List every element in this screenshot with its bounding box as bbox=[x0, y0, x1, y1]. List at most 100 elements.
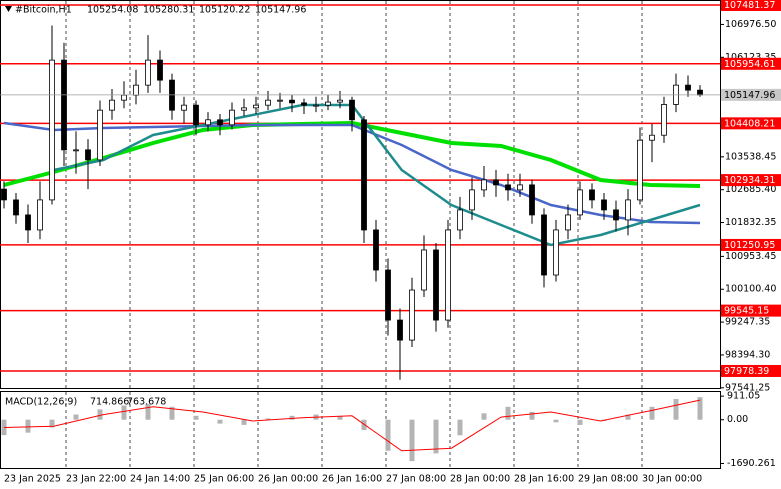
y-tick-label: 103538.45 bbox=[725, 151, 776, 162]
macd-tick-label: -1690.261 bbox=[727, 458, 776, 469]
level-box bbox=[721, 0, 781, 11]
candle-body bbox=[625, 199, 631, 221]
main-panel bbox=[0, 0, 721, 389]
macd-bar bbox=[409, 419, 415, 462]
macd-bar bbox=[25, 419, 31, 433]
level-label: 101250.95 bbox=[724, 240, 775, 251]
candle-body bbox=[85, 149, 91, 161]
macd-value: 763.678 bbox=[127, 397, 166, 408]
candle-body bbox=[613, 209, 619, 221]
macd-tick-label: 0.00 bbox=[727, 414, 748, 425]
x-tick-label: 26 Jan 16:00 bbox=[322, 474, 382, 485]
macd-bar bbox=[553, 419, 559, 423]
candle-body bbox=[145, 59, 151, 86]
candle-body bbox=[553, 229, 559, 276]
symbol-icon bbox=[5, 6, 12, 12]
y-tick-label: 98394.30 bbox=[725, 349, 770, 360]
y-tick-label: 101832.35 bbox=[725, 217, 776, 228]
x-tick-label: 28 Jan 16:00 bbox=[514, 474, 574, 485]
candle-body bbox=[397, 319, 403, 341]
candle-body bbox=[649, 134, 655, 141]
macd-tick-label: 911.05 bbox=[727, 391, 760, 402]
macd-bar bbox=[625, 414, 631, 420]
candle-body bbox=[409, 289, 415, 341]
macd-bar bbox=[217, 419, 223, 424]
x-tick-label: 26 Jan 00:00 bbox=[258, 474, 318, 485]
candle-body bbox=[601, 199, 607, 211]
candle-body bbox=[121, 94, 127, 101]
macd-bar bbox=[457, 419, 463, 436]
level-label: 104408.21 bbox=[724, 118, 775, 129]
header-value: 105254.08 bbox=[87, 5, 138, 16]
macd-panel bbox=[0, 391, 721, 469]
symbol: #Bitcoin,H1 bbox=[15, 5, 72, 16]
candle-body bbox=[97, 109, 103, 161]
candle-body bbox=[265, 99, 271, 106]
level-label: 99545.15 bbox=[724, 306, 769, 317]
macd-value: 714.866 bbox=[90, 397, 129, 408]
header-value: 105120.22 bbox=[199, 5, 250, 16]
candle-body bbox=[1, 188, 7, 201]
macd-signal bbox=[3, 399, 701, 452]
macd-bar bbox=[49, 419, 55, 428]
macd-title: MACD(12,26,9) bbox=[5, 397, 77, 408]
macd-bar bbox=[97, 409, 103, 420]
level-box bbox=[721, 174, 781, 187]
candle-body bbox=[25, 214, 31, 231]
y-tick-label: 97541.25 bbox=[725, 382, 770, 393]
candle-body bbox=[685, 84, 691, 91]
macd-bar bbox=[289, 415, 295, 420]
candle-body bbox=[661, 104, 667, 136]
level-label: 102934.31 bbox=[724, 175, 775, 186]
candle-body bbox=[493, 179, 499, 186]
macd-bar bbox=[433, 419, 439, 454]
candle-body bbox=[637, 139, 643, 201]
macd-bar bbox=[73, 414, 79, 420]
candle-body bbox=[37, 199, 43, 231]
header-value: 105147.96 bbox=[255, 5, 306, 16]
macd-bar bbox=[265, 418, 271, 420]
level-box bbox=[721, 57, 781, 70]
candle-body bbox=[49, 59, 55, 201]
y-tick-label: 100100.40 bbox=[725, 284, 776, 295]
moving-average bbox=[53, 103, 701, 247]
candle-body bbox=[541, 214, 547, 276]
candle-body bbox=[373, 229, 379, 271]
macd-bar bbox=[337, 415, 343, 420]
x-tick-label: 23 Jan 22:00 bbox=[66, 474, 126, 485]
candle-body bbox=[421, 249, 427, 291]
macd-bar bbox=[481, 413, 487, 420]
macd-bar bbox=[193, 415, 199, 420]
y-tick-label: 106123.35 bbox=[725, 52, 776, 63]
y-tick-label: 102685.40 bbox=[725, 184, 776, 195]
macd-bar bbox=[529, 411, 535, 420]
candle-body bbox=[469, 189, 475, 211]
x-tick-label: 27 Jan 08:00 bbox=[386, 474, 446, 485]
macd-bar bbox=[673, 399, 679, 420]
level-label: 107481.37 bbox=[724, 0, 775, 11]
candle-body bbox=[433, 249, 439, 321]
candle-body bbox=[565, 214, 571, 231]
candle-body bbox=[445, 229, 451, 321]
candle-body bbox=[289, 99, 295, 104]
candle-body bbox=[577, 189, 583, 216]
macd-bar bbox=[697, 397, 703, 420]
candle-body bbox=[385, 269, 391, 321]
candle-body bbox=[217, 119, 223, 126]
macd-bar bbox=[577, 419, 583, 425]
macd-bar bbox=[169, 406, 175, 420]
candle-body bbox=[277, 99, 283, 102]
current-price-box bbox=[721, 88, 781, 101]
macd-bar bbox=[649, 406, 655, 420]
y-tick-label: 99247.35 bbox=[725, 317, 770, 328]
candle-body bbox=[337, 99, 343, 103]
candle-body bbox=[133, 84, 139, 96]
candle-body bbox=[505, 184, 511, 191]
x-tick-label: 24 Jan 14:00 bbox=[130, 474, 190, 485]
candle-body bbox=[457, 209, 463, 231]
candle-body bbox=[697, 89, 703, 96]
candle-body bbox=[181, 104, 187, 111]
header-value: 105280.31 bbox=[143, 5, 194, 16]
